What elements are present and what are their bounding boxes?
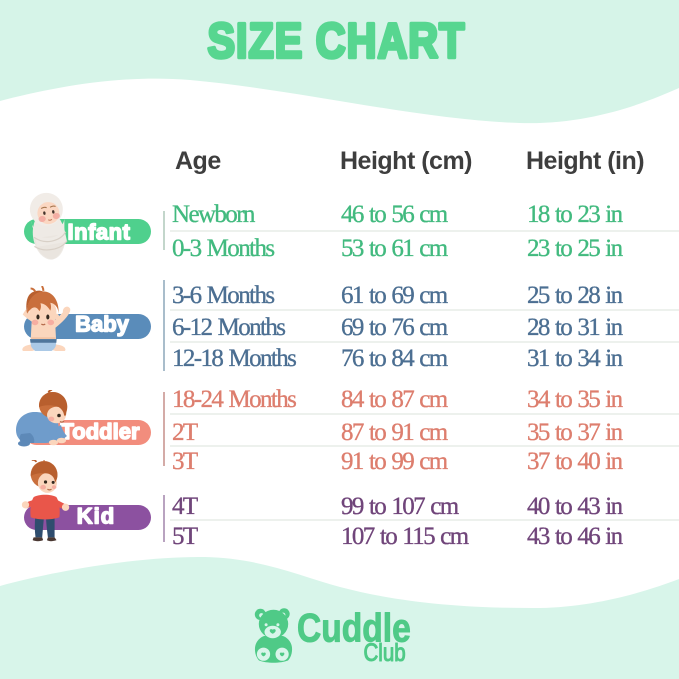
svg-text:Infant: Infant <box>68 220 131 245</box>
svg-text:Toddler: Toddler <box>60 419 139 444</box>
svg-text:Baby: Baby <box>75 312 130 337</box>
svg-text:Club: Club <box>364 638 406 666</box>
svg-text:SIZE CHART: SIZE CHART <box>208 13 466 68</box>
svg-text:Cuddle: Cuddle <box>297 606 411 650</box>
svg-text:Kid: Kid <box>77 504 115 529</box>
